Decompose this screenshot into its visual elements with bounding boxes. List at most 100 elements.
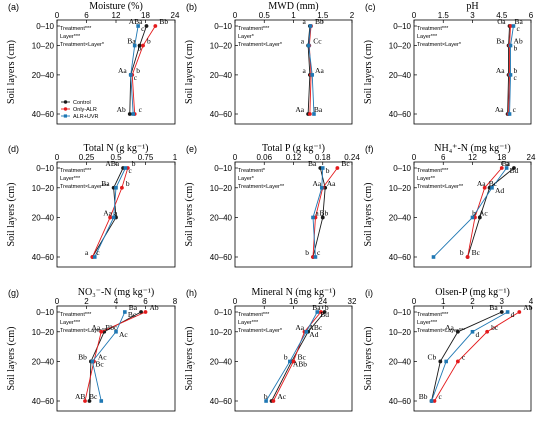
significance-letter: AB: [75, 392, 85, 401]
data-point: [429, 399, 434, 403]
significance-letter: Ba: [515, 17, 524, 26]
data-point: [312, 112, 316, 116]
significance-letter: c: [96, 248, 100, 257]
x-tick-label: 16: [289, 297, 298, 306]
y-tick-label: 40–60: [210, 253, 233, 262]
x-tick-label: 0: [412, 153, 417, 162]
legend-label: ALR+UVR: [73, 114, 99, 120]
stats-text: Treatment***: [238, 312, 270, 318]
significance-letter: Ba: [496, 37, 505, 46]
stats-text: Treatment×Layer*: [60, 42, 105, 48]
significance-letter: Aa: [327, 179, 336, 188]
significance-letter: Bb: [159, 17, 168, 26]
significance-letter: Aa: [496, 66, 505, 75]
significance-letter: Ba: [101, 179, 110, 188]
y-tick-label: 40–60: [210, 397, 233, 406]
x-tick-label: 8: [173, 297, 178, 306]
stats-text: Layer*: [238, 34, 255, 40]
significance-letter: b: [284, 352, 288, 361]
data-point: [455, 329, 460, 334]
significance-letter: c: [514, 73, 518, 82]
series-line-control: [312, 167, 326, 258]
stats-text: Layer*: [238, 176, 255, 182]
x-tick-label: 18: [497, 153, 506, 162]
panel-label: (f): [365, 144, 374, 154]
data-point: [139, 310, 143, 314]
panel-h: 0 8 16 24 32 Mineral N (mg kg⁻¹) (h) 0–10 10–20 2…: [184, 287, 357, 412]
stats-text: Treatment***: [417, 312, 449, 318]
data-point: [319, 310, 323, 314]
significance-letter: ABc: [308, 323, 322, 332]
stats-text: Treatment×Layer***: [60, 184, 109, 190]
x-tick-label: 1.5: [317, 11, 329, 20]
significance-letter: Bc: [298, 352, 307, 361]
data-point: [288, 359, 292, 364]
x-tick-label: 0.24: [344, 153, 360, 162]
significance-letter: Aa: [91, 323, 100, 332]
panel-label: (e): [186, 144, 197, 154]
stats-text: Layer***: [60, 320, 81, 326]
y-tick-label: 40–60: [210, 110, 233, 119]
series-line-alr-uvr: [312, 167, 324, 258]
panel-label: (h): [186, 288, 197, 298]
data-point: [132, 43, 137, 48]
data-point: [490, 185, 494, 190]
x-axis-title: Total P (g kg⁻¹): [262, 143, 325, 154]
significance-letter: Ba: [312, 303, 321, 312]
y-tick-label: 0–10: [393, 164, 411, 173]
data-point: [136, 24, 140, 28]
significance-letter: b: [132, 159, 136, 168]
significance-letter: b: [460, 248, 464, 257]
significance-letter: Ba: [502, 159, 511, 168]
series-line-alr-uvr: [509, 25, 514, 115]
data-point: [128, 73, 133, 77]
significance-letter: b: [126, 179, 130, 188]
x-axis-title: Olsen-P (mg kg⁻¹): [435, 287, 510, 298]
data-point: [123, 166, 128, 170]
stats-text: Treatment×Layer*: [238, 328, 283, 334]
panel-a: 0 6 12 18 24 Moisture (%) (a) 0–10 10–20 20–40 40–…: [6, 1, 180, 125]
significance-letter: Bc: [89, 392, 98, 401]
data-point: [127, 112, 132, 116]
y-tick-label: 20–40: [389, 71, 412, 80]
x-tick-label: 0: [412, 11, 417, 20]
data-point: [307, 112, 312, 116]
data-point: [311, 215, 315, 220]
significance-letter: c: [128, 166, 132, 175]
data-point: [444, 359, 448, 364]
data-point: [304, 329, 309, 334]
significance-letter: Bc: [128, 310, 137, 319]
stats-text: Layer***: [60, 176, 81, 182]
x-tick-label: 6: [84, 11, 89, 20]
series-line-alr-uvr: [433, 167, 507, 258]
y-tick-label: 20–40: [32, 71, 55, 80]
y-tick-label: 10–20: [389, 328, 412, 337]
series-line-only-alr: [84, 311, 146, 402]
y-tick-label: 10–20: [32, 184, 55, 193]
significance-letter: Aa: [315, 66, 324, 75]
y-tick-label: 20–40: [210, 357, 233, 366]
significance-letter: Ab: [150, 303, 159, 312]
x-tick-label: 0.5: [110, 153, 122, 162]
data-point: [306, 43, 311, 48]
data-point: [499, 166, 504, 170]
significance-letter: a: [315, 208, 319, 217]
data-point: [99, 399, 104, 403]
legend-label: Only-ALR: [73, 107, 97, 113]
significance-letter: b: [147, 37, 151, 46]
significance-letter: Ac: [119, 330, 128, 339]
x-axis-title: Total N (g kg⁻¹): [83, 143, 148, 154]
significance-letter: Aa: [445, 323, 454, 332]
y-axis-title: Soil layers (cm): [184, 183, 195, 247]
y-tick-label: 10–20: [210, 42, 233, 51]
x-tick-label: 18: [141, 11, 150, 20]
significance-letter: a: [85, 248, 89, 257]
y-tick-label: 20–40: [210, 71, 233, 80]
x-tick-label: 0: [55, 153, 60, 162]
series-line-control: [129, 25, 147, 115]
significance-letter: Ba: [314, 105, 323, 114]
significance-letter: b: [472, 208, 476, 217]
x-axis-title: Mineral N (mg kg⁻¹): [251, 287, 335, 298]
x-tick-label: 6: [143, 297, 148, 306]
x-axis-title: MWD (mm): [268, 1, 318, 12]
